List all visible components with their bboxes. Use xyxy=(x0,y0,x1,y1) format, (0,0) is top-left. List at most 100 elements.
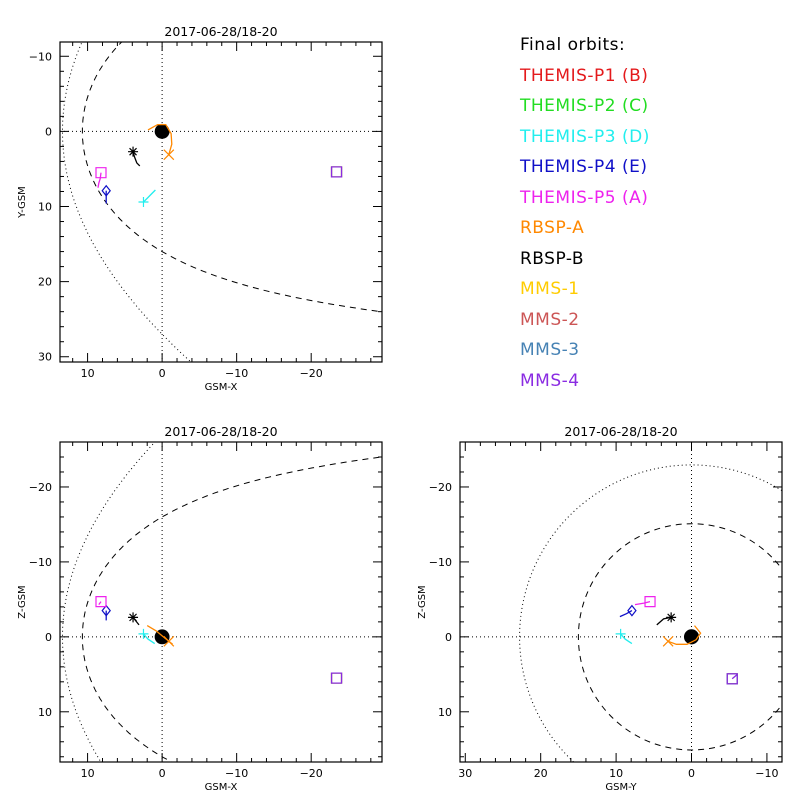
orbit-track-themis-p5-a xyxy=(97,172,102,188)
earth-marker xyxy=(154,123,170,139)
x-tick-label: −10 xyxy=(755,767,778,780)
y-axis-label: Z-GSM xyxy=(417,585,428,618)
x-tick-label: 10 xyxy=(81,367,95,380)
orbit-track-rbsp-b xyxy=(132,151,141,167)
spacecraft-marker-mms-2 xyxy=(330,672,343,684)
x-tick-label: 0 xyxy=(688,767,695,780)
orbit-track-themis-p3-d xyxy=(143,633,156,645)
x-tick-label: 30 xyxy=(458,767,472,780)
plot-frame xyxy=(59,441,383,763)
spacecraft-marker-mms-3 xyxy=(330,672,343,684)
spacecraft-marker-mms-2 xyxy=(330,166,343,178)
bow-shock-line xyxy=(62,442,156,762)
legend-item-mms-4: MMS-4 xyxy=(520,370,580,391)
magnetopause-line xyxy=(577,523,782,751)
legend-item-mms-2: MMS-2 xyxy=(520,309,580,330)
spacecraft-marker-themis-p3-d xyxy=(138,197,149,207)
x-tick-label: −10 xyxy=(225,767,248,780)
y-tick-label: 10 xyxy=(38,201,52,214)
spacecraft-marker-mms-1 xyxy=(330,166,343,178)
orbit-track-mms-4 xyxy=(731,673,738,680)
plot-title: 2017-06-28/18-20 xyxy=(164,424,277,439)
legend-item-mms-3: MMS-3 xyxy=(520,340,580,360)
orbit-track-themis-p4-e xyxy=(619,610,633,618)
spacecraft-marker-mms-4 xyxy=(330,672,343,684)
x-tick-label: −20 xyxy=(300,767,323,780)
y-tick-label: 0 xyxy=(45,125,52,138)
x-tick-label: −20 xyxy=(300,367,323,380)
x-axis-label: GSM-X xyxy=(205,782,238,793)
x-tick-label: 10 xyxy=(81,767,95,780)
plot-title: 2017-06-28/18-20 xyxy=(164,24,277,39)
bow-shock-line xyxy=(62,42,192,362)
plot-area xyxy=(60,442,382,762)
x-tick-label: −10 xyxy=(225,367,248,380)
magnetopause-line xyxy=(81,42,382,313)
spacecraft-marker-themis-p4-e xyxy=(101,604,111,617)
y-tick-label: 0 xyxy=(45,631,52,644)
spacecraft-marker-themis-p3-d xyxy=(615,628,626,639)
legend-item-rbsp-b: RBSP-B xyxy=(520,248,585,269)
plot-panel-2: 10 0 −10 −20 −20 −10 0 10 2017-06-28/18-20 GSM-X Z… xyxy=(17,424,383,793)
spacecraft-marker-themis-p5-a xyxy=(644,596,656,608)
x-axis-label: GSM-X xyxy=(205,382,238,393)
y-tick-label: 10 xyxy=(438,706,452,719)
spacecraft-marker-rbsp-a xyxy=(163,635,175,647)
orbit-track-rbsp-a xyxy=(147,123,173,155)
orbit-track-rbsp-a xyxy=(667,625,702,645)
x-tick-label: 10 xyxy=(609,767,623,780)
y-tick-label: −10 xyxy=(429,556,452,569)
spacecraft-marker-themis-p5-a xyxy=(95,167,107,179)
orbit-track-themis-p3-d xyxy=(143,189,156,203)
spacecraft-marker-mms-4 xyxy=(726,673,738,685)
plot-area xyxy=(60,42,382,362)
spacecraft-marker-rbsp-b xyxy=(128,146,139,157)
spacecraft-marker-themis-p3-d xyxy=(138,628,149,639)
plot-frame xyxy=(59,41,383,363)
orbit-track-themis-p5-a xyxy=(634,600,651,606)
legend: Final orbits: THEMIS-P1 (B) THEMIS-P2 (C… xyxy=(520,30,650,396)
y-tick-label: 30 xyxy=(38,351,52,364)
x-tick-label: 0 xyxy=(159,367,166,380)
y-tick-label: −10 xyxy=(29,556,52,569)
x-axis-label: GSM-Y xyxy=(605,782,637,793)
spacecraft-marker-themis-p5-a xyxy=(95,596,107,608)
spacecraft-marker-themis-p4-e xyxy=(627,604,637,617)
plot-panel-3: 30 20 10 0 −10 −20 −10 0 10 2017-06-28/18-20 GSM-Y… xyxy=(417,424,783,793)
magnetopause-line xyxy=(81,456,382,762)
y-axis-label: Y-GSM xyxy=(17,186,28,219)
spacecraft-marker-themis-p4-e xyxy=(101,184,111,197)
x-tick-label: 20 xyxy=(534,767,548,780)
spacecraft-marker-rbsp-a xyxy=(163,149,175,161)
legend-item-themis-p2: THEMIS-P2 (C) xyxy=(520,96,649,116)
spacecraft-marker-rbsp-a xyxy=(662,635,674,647)
y-tick-label: 20 xyxy=(38,276,52,289)
legend-item-rbsp-a: RBSP-A xyxy=(520,218,585,238)
orbit-track-themis-p3-d xyxy=(620,633,633,645)
plot-title: 2017-06-28/18-20 xyxy=(564,424,677,439)
legend-item-themis-p3: THEMIS-P3 (D) xyxy=(520,126,650,147)
spacecraft-marker-rbsp-b xyxy=(128,612,139,623)
y-tick-label: −10 xyxy=(29,50,52,63)
plot-panel-1: 10 0 −10 −20 −10 0 10 20 30 2017-06-28/18-20 GSM-X… xyxy=(17,24,383,393)
bow-shock-line xyxy=(519,464,782,762)
legend-item-themis-p1: THEMIS-P1 (B) xyxy=(520,65,649,86)
legend-item-themis-p5: THEMIS-P5 (A) xyxy=(520,187,649,208)
spacecraft-marker-mms-1 xyxy=(330,672,343,684)
y-axis-label: Z-GSM xyxy=(17,585,28,618)
orbit-track-rbsp-b xyxy=(656,616,672,626)
y-tick-label: −20 xyxy=(29,481,52,494)
plot-area xyxy=(460,442,782,762)
orbit-track-themis-p5-a xyxy=(98,601,102,605)
spacecraft-marker-rbsp-b xyxy=(666,612,677,623)
legend-title: Final orbits: xyxy=(520,35,626,55)
plot-frame xyxy=(459,441,783,763)
spacecraft-marker-mms-3 xyxy=(330,166,343,178)
legend-item-mms-1: MMS-1 xyxy=(520,279,580,299)
y-tick-label: −20 xyxy=(429,481,452,494)
y-tick-label: 0 xyxy=(445,631,452,644)
x-tick-label: 0 xyxy=(159,767,166,780)
legend-item-themis-p4: THEMIS-P4 (E) xyxy=(520,157,648,177)
spacecraft-marker-mms-4 xyxy=(330,166,343,178)
